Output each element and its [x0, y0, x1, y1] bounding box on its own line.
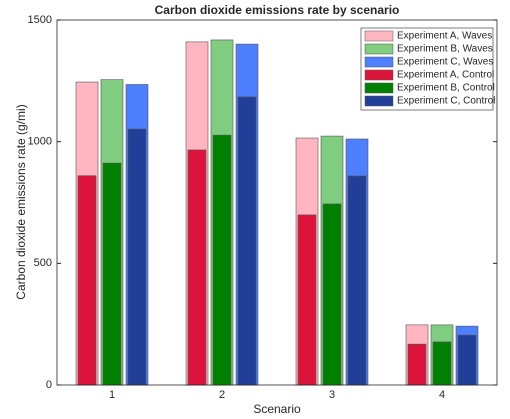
y-tick-label: 1000 — [28, 136, 52, 148]
legend-swatch — [364, 43, 394, 55]
legend-label: Experiment B, Control — [397, 83, 495, 94]
bar — [187, 149, 207, 386]
bar — [432, 341, 452, 386]
bar — [297, 214, 317, 386]
bar — [237, 96, 257, 386]
legend: Experiment A, Waves Experiment B, Waves Ex… — [360, 27, 495, 111]
bar — [212, 134, 232, 386]
bar — [347, 175, 367, 386]
bar — [322, 203, 342, 386]
legend-swatch — [364, 95, 394, 107]
legend-label: Experiment C, Control — [397, 96, 495, 107]
x-tick-label: 4 — [439, 389, 445, 401]
legend-label: Experiment B, Waves — [397, 44, 493, 55]
bar — [407, 343, 427, 386]
x-tick-label: 2 — [219, 389, 225, 401]
chart-title: Carbon dioxide emissions rate by scenari… — [155, 3, 400, 17]
x-axis-label: Scenario — [253, 402, 301, 416]
axes-box — [56, 19, 498, 386]
bar — [127, 128, 147, 386]
y-tick-label: 1500 — [28, 14, 52, 26]
y-tick-label: 500 — [34, 257, 52, 269]
x-tick-label: 1 — [109, 389, 115, 401]
legend-label: Experiment A, Waves — [397, 31, 492, 42]
legend-swatch — [364, 69, 394, 81]
legend-swatch — [364, 82, 394, 94]
legend-swatch — [364, 30, 394, 42]
bar — [77, 175, 97, 386]
legend-label: Experiment A, Control — [397, 70, 494, 81]
legend-swatch — [364, 56, 394, 68]
bar — [102, 162, 122, 386]
y-tick-label: 0 — [46, 379, 52, 391]
x-tick-label: 3 — [329, 389, 335, 401]
y-axis-label: Carbon dioxide emissions rate (g/mi) — [14, 104, 28, 299]
bar — [457, 334, 477, 386]
legend-label: Experiment C, Waves — [397, 57, 493, 68]
